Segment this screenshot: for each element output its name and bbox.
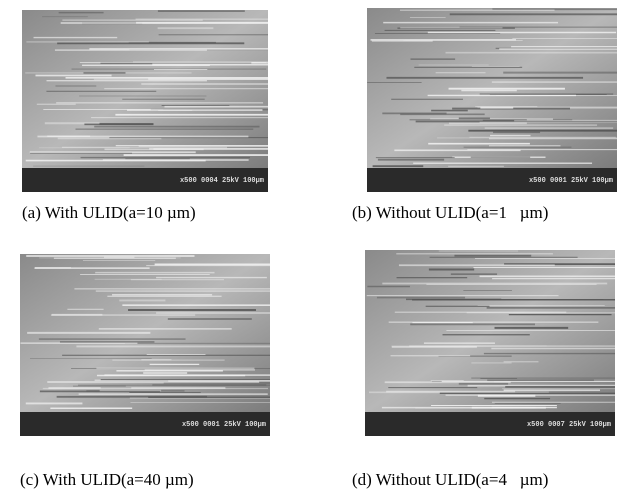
image-info: x500 0004 25kV 100µm	[180, 177, 264, 185]
image-info: x500 0007 25kV 100µm	[527, 421, 611, 429]
caption: (d) Without ULID(a=4 µm)	[352, 470, 548, 489]
figure: x500 0004 25kV 100µm (a) With ULID(a=10 µ…	[0, 0, 623, 493]
image-info: x500 0001 25kV 100µm	[182, 421, 266, 429]
image-info: x500 0001 25kV 100µm	[529, 177, 613, 185]
sem-image: x500 0007 25kV 100µm	[365, 250, 615, 436]
caption: (c) With ULID(a=40 µm)	[20, 470, 194, 489]
sem-image: x500 0001 25kV 100µm	[367, 8, 617, 192]
sem-image: x500 0004 25kV 100µm	[22, 10, 268, 192]
caption: (b) Without ULID(a=1 µm)	[352, 203, 548, 222]
caption: (a) With ULID(a=10 µm)	[22, 203, 196, 222]
sem-image: x500 0001 25kV 100µm	[20, 254, 270, 436]
figure-canvas: x500 0004 25kV 100µm (a) With ULID(a=10 µ…	[0, 0, 623, 493]
